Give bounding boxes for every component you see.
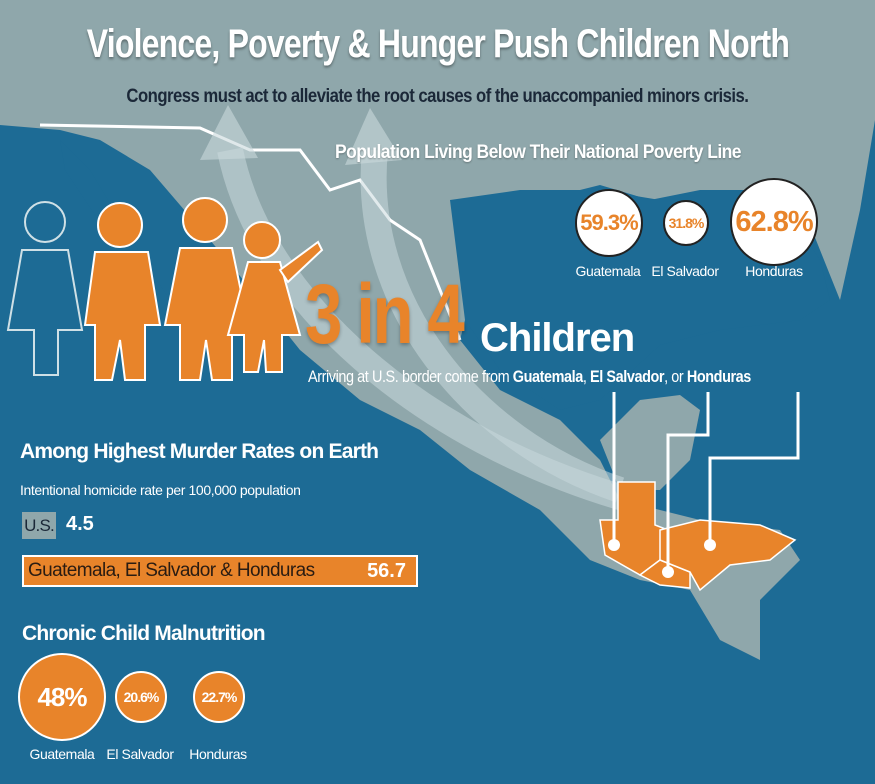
malnutrition-circle-guatemala: 48% — [18, 653, 106, 741]
us-label: U.S. — [22, 512, 56, 539]
children-ratio: 3 in 4 — [305, 267, 465, 361]
pointer-dot-el-salvador — [662, 566, 674, 578]
country-honduras: Honduras — [686, 367, 751, 386]
poverty-label-el-salvador: El Salvador — [651, 263, 719, 279]
gulf-of-mexico — [450, 190, 830, 410]
arriving-text: Arriving at U.S. border come from Guatem… — [308, 367, 751, 387]
poverty-label-guatemala: Guatemala — [575, 263, 641, 279]
pointer-honduras — [708, 392, 800, 545]
arrow-head-2 — [345, 108, 402, 165]
region-value: 56.7 — [367, 559, 406, 582]
north-america-land — [0, 0, 875, 660]
honduras-shape — [659, 519, 797, 592]
malnutrition-circle-honduras: 22.7% — [193, 671, 245, 723]
children-label: Children — [480, 316, 635, 360]
yucatan — [600, 395, 700, 490]
separator: , — [582, 367, 591, 386]
title-row: Violence, Poverty & Hunger Push Children… — [0, 22, 875, 67]
country-el-salvador: El Salvador — [590, 367, 665, 386]
arriving-prefix: Arriving at U.S. border come from — [308, 367, 513, 386]
region-label: Guatemala, El Salvador & Honduras — [28, 560, 315, 581]
pointer-dot-guatemala — [608, 539, 620, 551]
migration-arrow-2 — [360, 148, 625, 503]
malnutrition-label-guatemala: Guatemala — [29, 746, 95, 762]
malnutrition-heading: Chronic Child Malnutrition — [22, 622, 266, 645]
pointer-dot-honduras — [704, 539, 716, 551]
us-value: 4.5 — [66, 513, 94, 535]
guatemala-shape — [599, 481, 669, 576]
pointer-el-salvador — [666, 392, 710, 572]
poverty-circle-guatemala: 59.3% — [575, 189, 643, 257]
region-murder-bar: Guatemala, El Salvador & Honduras 56.7 — [22, 555, 418, 587]
poverty-circle-honduras: 62.8% — [730, 178, 818, 266]
page-title: Violence, Poverty & Hunger Push Children… — [86, 22, 789, 66]
murder-subheading: Intentional homicide rate per 100,000 po… — [20, 482, 301, 498]
subtitle-row: Congress must act to alleviate the root … — [0, 86, 875, 108]
poverty-label-honduras: Honduras — [745, 263, 803, 279]
malnutrition-label-honduras: Honduras — [189, 746, 247, 762]
country-guatemala: Guatemala — [512, 367, 583, 386]
children-silhouettes-icon — [6, 197, 324, 381]
murder-heading: Among Highest Murder Rates on Earth — [20, 440, 379, 463]
page-subtitle: Congress must act to alleviate the root … — [126, 86, 750, 107]
poverty-heading: Population Living Below Their National P… — [335, 142, 742, 163]
arrow-head-1 — [200, 105, 258, 160]
poverty-circle-el-salvador: 31.8% — [663, 200, 709, 246]
malnutrition-label-el-salvador: El Salvador — [106, 746, 174, 762]
malnutrition-circle-el-salvador: 20.6% — [115, 671, 167, 723]
separator: , or — [664, 367, 687, 386]
